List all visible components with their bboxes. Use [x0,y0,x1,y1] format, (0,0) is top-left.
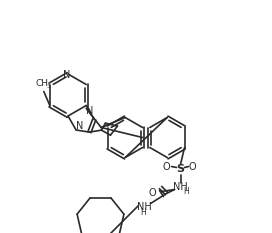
Text: 3: 3 [47,84,51,89]
Text: O: O [189,161,196,171]
Text: O: O [149,188,156,199]
Text: N: N [86,106,94,116]
Text: H: H [184,187,189,196]
Text: O: O [163,161,170,171]
Text: H: H [141,208,146,217]
Text: N: N [63,70,71,80]
Text: S: S [177,164,184,175]
Text: NH: NH [173,182,188,192]
Text: CH: CH [35,79,48,88]
Text: NH: NH [137,202,152,212]
Text: N: N [76,121,84,131]
